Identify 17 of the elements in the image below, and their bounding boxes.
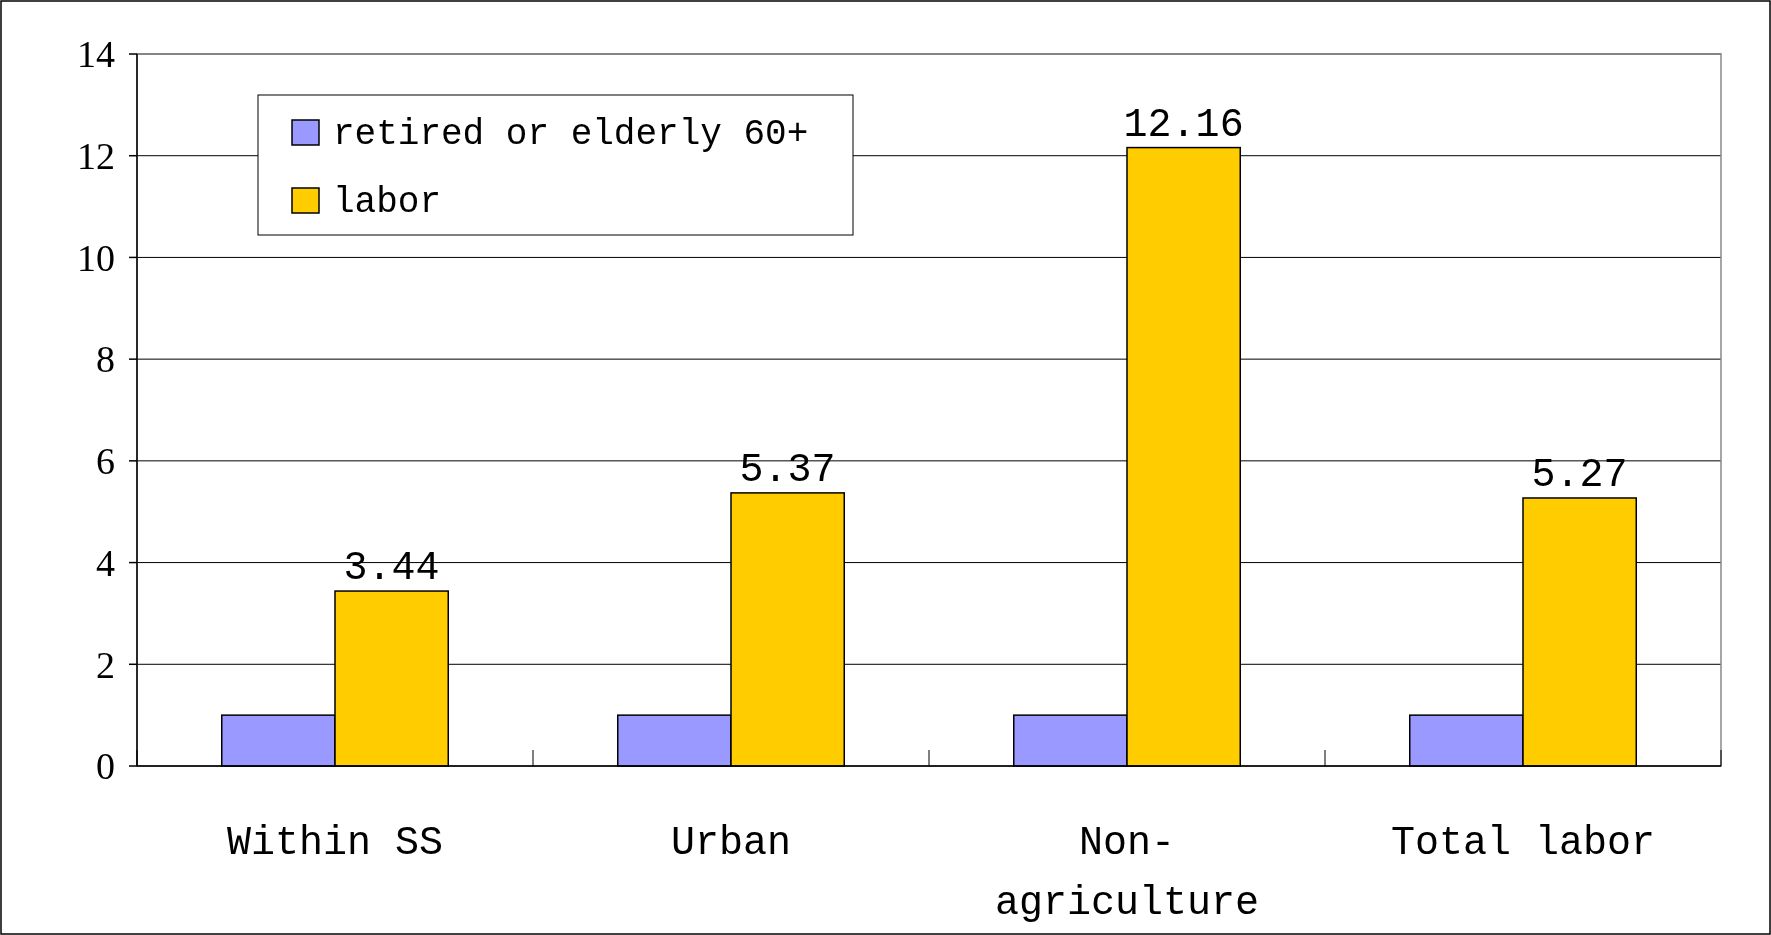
data-label: 5.27 bbox=[1531, 452, 1628, 498]
y-tick-label: 4 bbox=[96, 541, 115, 584]
y-tick-label: 12 bbox=[77, 135, 115, 178]
y-tick-label: 10 bbox=[77, 236, 115, 279]
x-tick-label: Within SS bbox=[226, 821, 444, 866]
y-tick-label: 8 bbox=[96, 338, 115, 381]
legend-label: labor bbox=[333, 182, 442, 223]
x-tick-label: Non-agriculture bbox=[994, 821, 1260, 926]
legend-label: retired or elderly 60+ bbox=[333, 114, 809, 155]
y-tick-label: 2 bbox=[96, 643, 115, 686]
y-tick-label: 6 bbox=[96, 440, 115, 483]
data-label: 12.16 bbox=[1123, 102, 1244, 148]
x-tick-label: Total labor bbox=[1390, 821, 1656, 866]
data-label: 5.37 bbox=[739, 447, 836, 493]
y-tick-label: 0 bbox=[96, 745, 115, 788]
y-tick-label: 14 bbox=[77, 33, 115, 76]
x-tick-label: Urban bbox=[670, 821, 792, 866]
